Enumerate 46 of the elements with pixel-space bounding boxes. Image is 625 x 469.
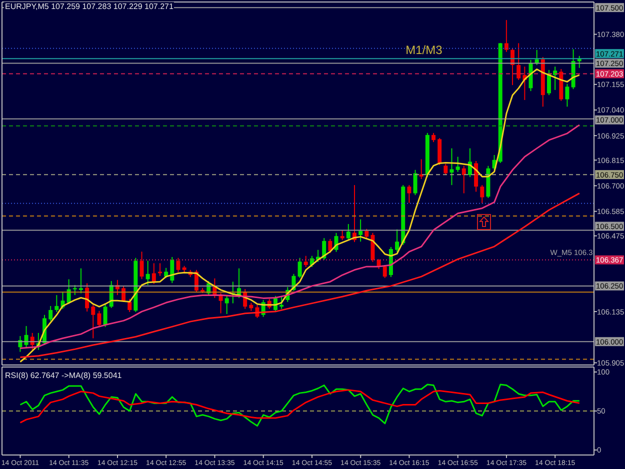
candlestick [450,148,454,186]
candlestick [395,228,400,252]
candlestick [158,262,162,276]
candlestick [140,251,144,280]
candlestick [322,238,326,260]
candlestick [480,184,484,204]
candlestick [444,163,448,176]
candlestick [462,165,466,194]
candlestick [413,169,418,196]
candlestick [78,268,83,294]
candlestick [152,262,156,284]
line-series [19,389,580,424]
candlestick [565,83,570,108]
candlestick [456,156,460,172]
candlestick [146,260,150,286]
candlestick [54,294,59,312]
chart-title: EURJPY,M5 107.259 107.283 107.229 107.271 [4,2,174,12]
candlestick [72,284,77,296]
candlestick [516,42,521,80]
candlestick [340,230,344,241]
candlestick [553,66,558,90]
candlestick [504,20,508,52]
line-series [19,384,580,427]
candlestick [407,184,412,204]
candlestick [97,310,102,328]
candlestick [48,305,53,322]
candlestick [170,256,174,284]
text: RSI(8) 62.7647 ->MA(8) 59.5041 [4,371,123,381]
candlestick [298,257,302,278]
candlestick [164,267,168,278]
candlestick [358,218,363,242]
candlestick [474,160,478,192]
candlestick [364,228,369,240]
candlestick [176,257,180,272]
candlestick [91,304,96,339]
candlestick [346,224,350,241]
candlestick [432,132,436,143]
candlestick [24,326,28,348]
annotation: M1/M3 [406,42,442,57]
candlestick [103,303,108,328]
candlestick [304,255,308,268]
candlestick [224,295,229,314]
candlestick [128,298,132,312]
candlestick [546,69,551,96]
candlestick [328,238,332,254]
candlestick [30,332,34,350]
